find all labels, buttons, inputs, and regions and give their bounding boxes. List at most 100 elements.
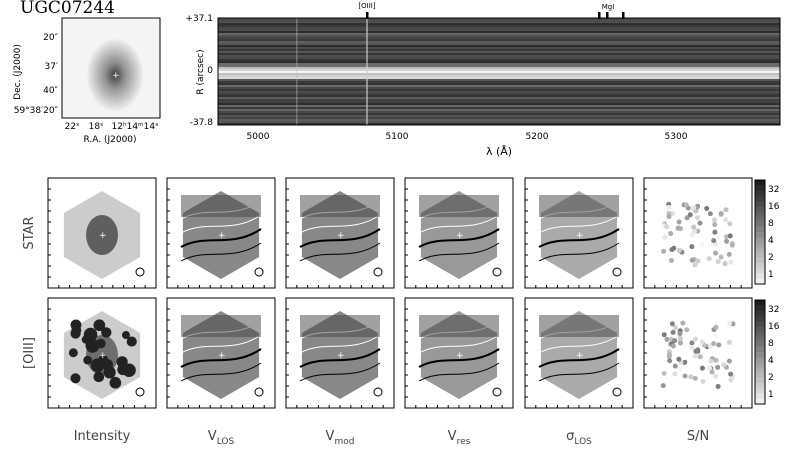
sn-spaxel <box>670 343 676 349</box>
sn-spaxel <box>684 215 690 221</box>
spectrum-row <box>218 67 780 69</box>
colorbar-tick: 32 <box>768 185 779 195</box>
sn-spaxel <box>668 258 674 264</box>
sn-spaxel <box>677 366 683 372</box>
image-xlabel: R.A. (J2000) <box>83 135 136 145</box>
spectrum-row <box>218 33 780 35</box>
galaxy <box>87 39 143 111</box>
contour <box>299 334 381 354</box>
blob <box>109 376 122 389</box>
sn-spaxel <box>691 205 697 211</box>
column-label: VLOS <box>208 429 235 447</box>
sn-spaxel <box>699 339 705 345</box>
spectrum-row <box>218 115 780 117</box>
contour <box>538 334 620 354</box>
colorbar-cell <box>755 320 765 327</box>
column-label-sub: mod <box>334 437 354 447</box>
sn-spaxel <box>713 333 719 339</box>
blob <box>121 331 130 340</box>
colorbar-cell <box>755 263 765 269</box>
colorbar-tick: 1 <box>768 390 774 400</box>
spectrum-row <box>218 39 780 41</box>
colorbar-cell <box>755 336 765 343</box>
sn-spaxel <box>706 256 712 262</box>
contour <box>180 348 262 368</box>
sn-spaxel <box>708 358 714 364</box>
sn-spaxel <box>689 232 695 238</box>
line-marker <box>606 12 609 19</box>
colorbar-cell <box>755 326 765 332</box>
sn-spaxel <box>697 354 703 360</box>
sn-spaxel <box>693 348 699 354</box>
spectrum-row <box>218 113 780 115</box>
sn-spaxel <box>667 358 673 364</box>
sn-spaxel <box>729 242 735 248</box>
colorbar-cell <box>755 200 765 207</box>
spectrum-row <box>218 19 780 21</box>
spectrum-row <box>218 87 780 89</box>
sn-spaxel <box>666 204 672 210</box>
map-shade <box>300 315 380 337</box>
sn-spaxel <box>699 242 705 248</box>
contour <box>538 348 620 368</box>
colorbar-tick: 16 <box>768 202 780 212</box>
center-marker: + <box>576 351 584 361</box>
image-xtick: 18ˢ <box>89 122 104 132</box>
center-marker: + <box>456 231 464 241</box>
sn-spaxel <box>689 345 695 351</box>
sn-spaxel <box>664 336 670 342</box>
spectrum-row <box>218 107 780 109</box>
sn-spaxel <box>700 378 706 384</box>
spectrum-xlabel: λ (Å) <box>486 145 512 158</box>
colorbar-cell <box>755 341 765 348</box>
line-marker <box>598 12 601 19</box>
column-label: Vres <box>448 429 471 447</box>
colorbar-cell <box>755 180 765 186</box>
column-label: Vmod <box>326 429 355 447</box>
sn-spaxel <box>684 327 690 333</box>
colorbar-cell <box>755 211 765 217</box>
sn-spaxel <box>718 254 724 260</box>
blob <box>102 359 114 371</box>
sn-spaxel <box>664 224 670 230</box>
column-label-main: S/N <box>687 429 709 444</box>
blob <box>68 348 78 358</box>
title: UGC07244 <box>20 0 115 18</box>
sn-spaxel <box>693 336 699 342</box>
spectrum-row <box>218 47 780 49</box>
sn-spaxel <box>727 233 733 239</box>
spectrum-row <box>218 29 780 31</box>
contour <box>299 242 381 262</box>
blob <box>101 327 112 338</box>
image-ylabel: Dec. (J2000) <box>13 44 23 100</box>
colorbar-cell <box>755 346 765 353</box>
spectrum-row <box>218 41 780 43</box>
map-shade <box>181 195 261 217</box>
sn-spaxel <box>672 363 678 369</box>
sn-spaxel <box>692 262 698 268</box>
colorbar-tick: 4 <box>768 236 774 246</box>
colorbar-cell <box>755 237 765 243</box>
colorbar-frame <box>754 299 766 405</box>
sn-spaxel <box>668 231 674 237</box>
spectrum-row <box>218 65 780 67</box>
sn-spaxel <box>677 340 683 346</box>
colorbar-cell <box>755 195 765 202</box>
blob <box>93 371 105 383</box>
colorbar-cell <box>755 216 765 223</box>
spectrum-row <box>218 123 780 125</box>
contour <box>299 362 381 382</box>
row-label: STAR <box>22 216 37 249</box>
sn-spaxel <box>692 228 698 234</box>
contour <box>299 228 381 248</box>
center-marker: + <box>218 351 226 361</box>
center-marker: + <box>99 351 107 361</box>
blob <box>116 356 128 368</box>
sn-spaxel <box>699 365 705 371</box>
map-shade <box>181 315 261 337</box>
colorbar-cell <box>755 357 765 363</box>
blob <box>70 373 81 384</box>
colorbar-tick: 16 <box>768 322 780 332</box>
blob <box>96 338 106 349</box>
